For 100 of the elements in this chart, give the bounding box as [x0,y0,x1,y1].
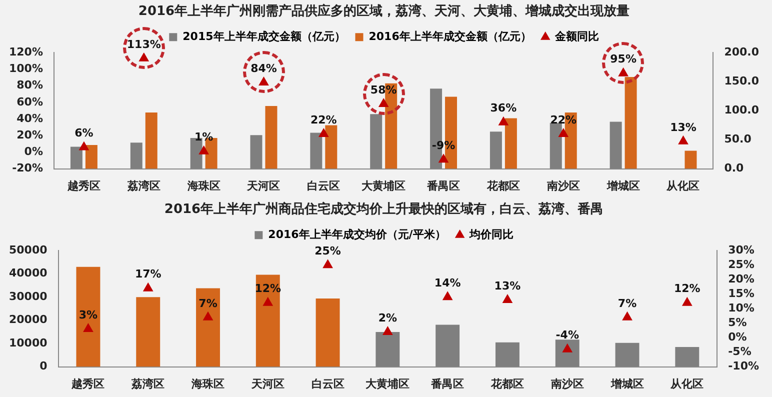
x-tick-label: 海珠区 [186,179,220,192]
x-tick-label: 大黄埔区 [366,377,410,390]
y-tick-label: 20% [16,128,43,142]
y-tick-label: 80% [16,78,43,92]
point [382,326,393,335]
x-tick-label: 大黄埔区 [362,179,406,192]
data-label: 95% [610,52,636,66]
data-label: 12% [674,282,700,296]
x-tick-label: 南沙区 [546,179,580,192]
y2-tick-label: 0% [728,330,747,344]
x-tick-label: 越秀区 [70,377,105,390]
x-tick-label: 海珠区 [190,377,225,390]
x-tick-label: 天河区 [246,179,280,192]
y-tick-label: 60% [16,95,43,108]
bar [196,288,220,367]
legend-label: 2016年上半年成交均价（元/平米） [268,228,446,241]
x-tick-label: 越秀区 [66,179,100,192]
legend-label: 2016年上半年成交金额（亿元） [368,30,532,43]
x-tick-label: 番禺区 [426,179,460,192]
point [498,116,508,126]
y-tick-label: 0 [40,360,48,373]
x-tick-label: 白云区 [311,377,344,390]
y-tick-label: 0% [24,145,43,158]
point [618,68,628,76]
point [322,260,333,268]
bar [684,150,697,169]
y-tick-label: -20% [12,162,43,175]
bar [316,298,340,367]
point [79,142,89,150]
point [258,76,269,86]
y2-tick-label: 15% [728,287,754,300]
data-label: 113% [126,38,161,51]
point [682,297,692,306]
x-tick-label: 增城区 [606,179,640,192]
y2-tick-label: 0.0 [724,162,744,175]
data-label: 2% [378,311,398,324]
point [318,128,328,137]
point [203,312,213,320]
x-tick-label: 番禺区 [430,377,464,390]
x-tick-label: 增城区 [610,377,644,390]
point [83,324,94,332]
y2-tick-label: 200.0 [724,45,760,58]
y2-tick-label: 30% [728,243,754,256]
x-tick-label: 花都区 [486,179,520,192]
data-label: 84% [250,62,277,75]
y2-tick-label: 150.0 [724,74,760,88]
bar [265,106,278,169]
point [378,98,388,108]
data-label: 17% [134,268,162,281]
bar [325,125,338,169]
y-tick-label: 10000 [8,336,48,350]
bar [145,112,158,169]
data-label: -4% [556,328,579,342]
bar [504,118,517,169]
y2-tick-label: 25% [728,258,754,271]
data-label: 22% [310,113,337,126]
y2-tick-label: 100.0 [724,104,760,117]
bar [136,297,160,367]
data-label: 13% [670,120,696,134]
x-tick-label: 荔湾区 [126,179,160,192]
y-tick-label: 20000 [8,313,48,326]
x-tick-label: 白云区 [307,179,340,192]
data-label: 7% [198,296,218,310]
point [502,294,512,303]
data-label: 1% [194,130,214,144]
data-label: 3% [78,308,98,322]
data-label: 7% [618,296,637,310]
bar [85,144,98,169]
y-tick-label: 40% [16,112,43,125]
y2-tick-label: 5% [728,316,747,330]
chart-title: 2016年上半年广州商品住宅成交均价上升最快的区域有，白云、荔湾、番禺 [164,201,604,218]
bar [256,274,280,367]
point [558,128,568,137]
point [622,312,632,320]
data-label: 25% [314,244,341,258]
legend-label: 均价同比 [468,228,514,241]
x-tick-label: 天河区 [250,377,284,390]
point [139,52,149,62]
y-tick-label: 30000 [8,290,48,303]
point [198,146,209,154]
point [143,282,153,292]
data-label: 13% [494,279,521,292]
y2-tick-label: 20% [728,272,754,286]
bar [76,266,100,367]
legend-label: 金额同比 [554,30,599,43]
x-tick-label: 从化区 [670,377,704,390]
y-tick-label: 120% [9,45,43,58]
y2-tick-label: -5% [728,345,752,358]
point [263,297,273,306]
y-tick-label: 40000 [8,266,48,280]
y-tick-label: 50000 [8,243,48,256]
x-tick-label: 南沙区 [550,377,584,390]
x-tick-label: 花都区 [490,377,524,390]
point [442,292,452,300]
y-tick-label: 100% [9,62,43,76]
data-label: 6% [74,126,94,140]
x-tick-label: 荔湾区 [130,377,165,390]
point [678,136,688,144]
data-label: 14% [434,276,461,290]
bar [624,77,637,169]
